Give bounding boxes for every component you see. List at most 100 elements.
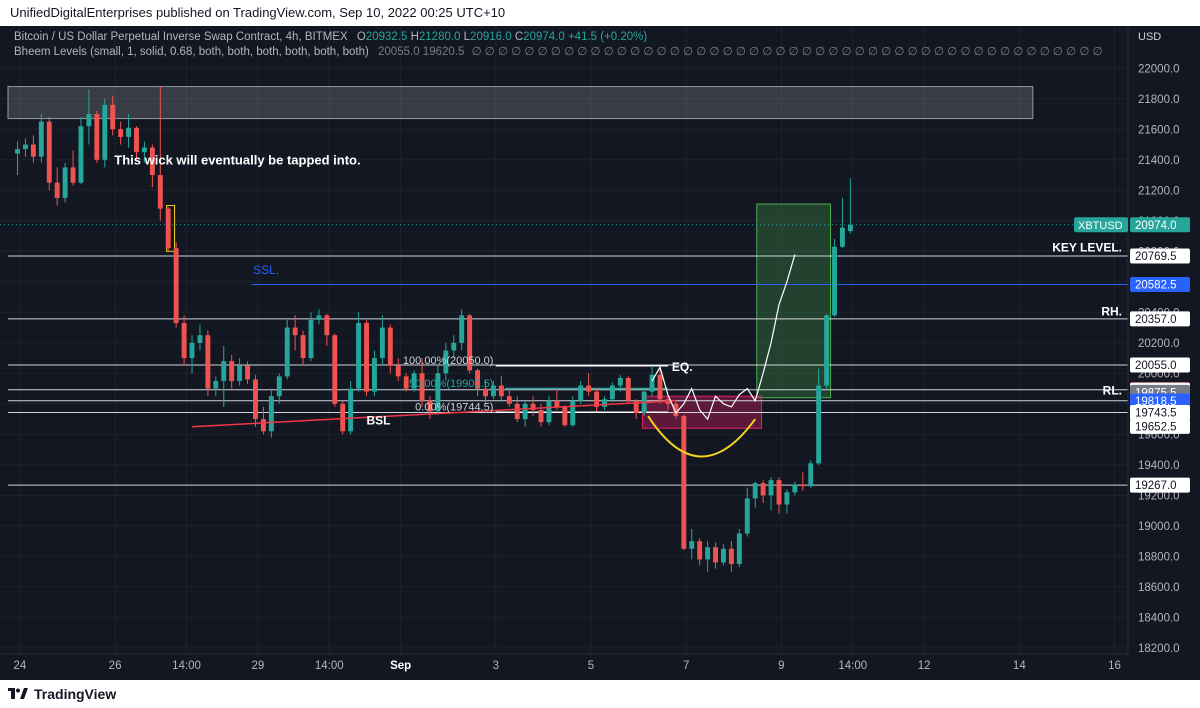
price-tick-16: 18800.0 xyxy=(1138,551,1180,563)
candle-body-90 xyxy=(728,548,734,565)
time-tick-5: Sep xyxy=(390,660,411,672)
candle-body-57 xyxy=(467,315,473,371)
candle-body-17 xyxy=(149,147,155,176)
symbol-tag-label: XBTUSD xyxy=(1078,220,1123,232)
price-tag-value-3: 20357.0 xyxy=(1135,314,1177,326)
candle-body-8 xyxy=(78,126,84,183)
candle-body-73 xyxy=(594,391,600,407)
candle-body-71 xyxy=(578,385,584,401)
rh-label: RH. xyxy=(1101,304,1122,318)
candle-body-42 xyxy=(348,388,354,432)
indicator-value-1: 20055.0 xyxy=(378,46,420,58)
candle-body-66 xyxy=(538,409,544,423)
published-text: UnifiedDigitalEnterprises published on T… xyxy=(10,5,506,20)
fib-label-0: 0.00%(19744.5) xyxy=(415,402,493,414)
candle-body-19 xyxy=(165,208,171,249)
price-tag-value-11: 19652.5 xyxy=(1135,421,1177,433)
time-tick-7: 5 xyxy=(588,660,594,672)
candle-body-15 xyxy=(134,127,139,153)
bsl-line xyxy=(191,400,676,428)
candle-body-36 xyxy=(300,335,306,359)
candle-body-37 xyxy=(308,319,314,359)
candle-body-62 xyxy=(506,396,512,404)
candle-body-50 xyxy=(411,373,417,389)
candle-body-10 xyxy=(94,114,100,160)
candle-body-25 xyxy=(213,380,219,389)
price-tick-18: 18400.0 xyxy=(1138,612,1180,624)
candle-body-103 xyxy=(832,246,837,316)
candle-body-32 xyxy=(268,396,274,432)
candle-body-47 xyxy=(387,327,393,366)
indicator-value-2: 19620.5 xyxy=(422,46,465,58)
green-zone xyxy=(756,203,832,399)
candle-body-34 xyxy=(284,327,290,377)
indicator-blanks: ∅ ∅ ∅ ∅ ∅ ∅ ∅ ∅ ∅ ∅ ∅ ∅ ∅ ∅ ∅ ∅ ∅ ∅ ∅ ∅ … xyxy=(471,46,1103,58)
candle-body-12 xyxy=(110,104,116,130)
candle-body-5 xyxy=(54,182,60,198)
candle-body-1 xyxy=(22,144,28,150)
legend-indicator-row: Bheem Levels (small, 1, solid, 0.68, bot… xyxy=(14,45,1103,60)
price-tag-10 xyxy=(1130,404,1190,420)
chart-legend: Bitcoin / US Dollar Perpetual Inverse Sw… xyxy=(14,30,1103,60)
symbol-tag xyxy=(1074,217,1128,233)
candle-body-77 xyxy=(625,377,631,401)
time-tick-9: 9 xyxy=(778,660,784,672)
candle-body-16 xyxy=(141,147,147,153)
ssl-label: SSL. xyxy=(253,263,279,277)
price-chart[interactable]: This wick will eventually be tapped into… xyxy=(0,26,1200,680)
candle-body-13 xyxy=(118,129,124,137)
price-tag-value-0: 20974.0 xyxy=(1135,220,1177,232)
time-tick-4: 14:00 xyxy=(315,660,344,672)
candle-body-6 xyxy=(62,167,68,198)
time-tick-6: 3 xyxy=(493,660,499,672)
price-tick-4: 21200.0 xyxy=(1138,185,1180,197)
time-tick-12: 14 xyxy=(1013,660,1026,672)
candle-body-93 xyxy=(752,483,758,499)
candle-body-18 xyxy=(157,175,163,209)
price-tag-2 xyxy=(1130,276,1190,292)
ohlc-change: +41.5 (+0.20%) xyxy=(567,31,648,43)
key-level-label: KEY LEVEL. xyxy=(1052,240,1122,254)
price-tick-14: 19200.0 xyxy=(1138,490,1180,502)
candle-body-22 xyxy=(189,342,195,359)
candle-body-81 xyxy=(657,374,663,400)
candle-body-7 xyxy=(70,167,76,183)
projection-path xyxy=(651,254,796,421)
ohlc-low: 20916.0 xyxy=(470,31,512,43)
candle-body-99 xyxy=(800,484,806,487)
candle-body-72 xyxy=(586,385,592,392)
tradingview-logo[interactable]: TradingView xyxy=(8,686,116,702)
candle-body-101 xyxy=(816,385,822,464)
candle-body-24 xyxy=(205,335,211,389)
candle-body-65 xyxy=(530,403,536,410)
price-tick-1: 21800.0 xyxy=(1138,94,1180,106)
candle-body-4 xyxy=(46,121,52,183)
eq-label: EQ. xyxy=(672,360,693,374)
candle-body-48 xyxy=(395,365,401,377)
price-tag-4 xyxy=(1130,357,1190,373)
brand-name: TradingView xyxy=(34,686,117,702)
tradingview-logo-icon xyxy=(8,688,28,699)
candle-body-53 xyxy=(435,373,441,412)
price-tag-3 xyxy=(1130,311,1190,327)
candle-body-61 xyxy=(498,385,504,397)
bsl-label: BSL xyxy=(367,413,391,427)
candle-body-51 xyxy=(419,373,425,401)
ohlc-close: 20974.0 xyxy=(523,31,565,43)
candle-body-40 xyxy=(332,335,338,404)
candle-body-84 xyxy=(681,416,687,549)
candle-body-55 xyxy=(451,342,457,351)
price-tag-12 xyxy=(1130,477,1190,493)
price-tick-13: 19400.0 xyxy=(1138,460,1180,472)
ohlc-close-label: C xyxy=(514,31,524,43)
candle-body-68 xyxy=(554,400,560,407)
candle-body-69 xyxy=(562,406,568,426)
price-tag-value-2: 20582.5 xyxy=(1135,279,1177,291)
candle-body-95 xyxy=(768,480,774,496)
ohlc-open-label: O xyxy=(356,31,366,43)
price-tag-value-4: 20055.0 xyxy=(1135,360,1177,372)
candle-body-0 xyxy=(15,149,20,154)
candle-body-80 xyxy=(649,374,655,392)
candle-body-100 xyxy=(808,463,814,487)
price-tick-0: 22000.0 xyxy=(1138,63,1180,75)
